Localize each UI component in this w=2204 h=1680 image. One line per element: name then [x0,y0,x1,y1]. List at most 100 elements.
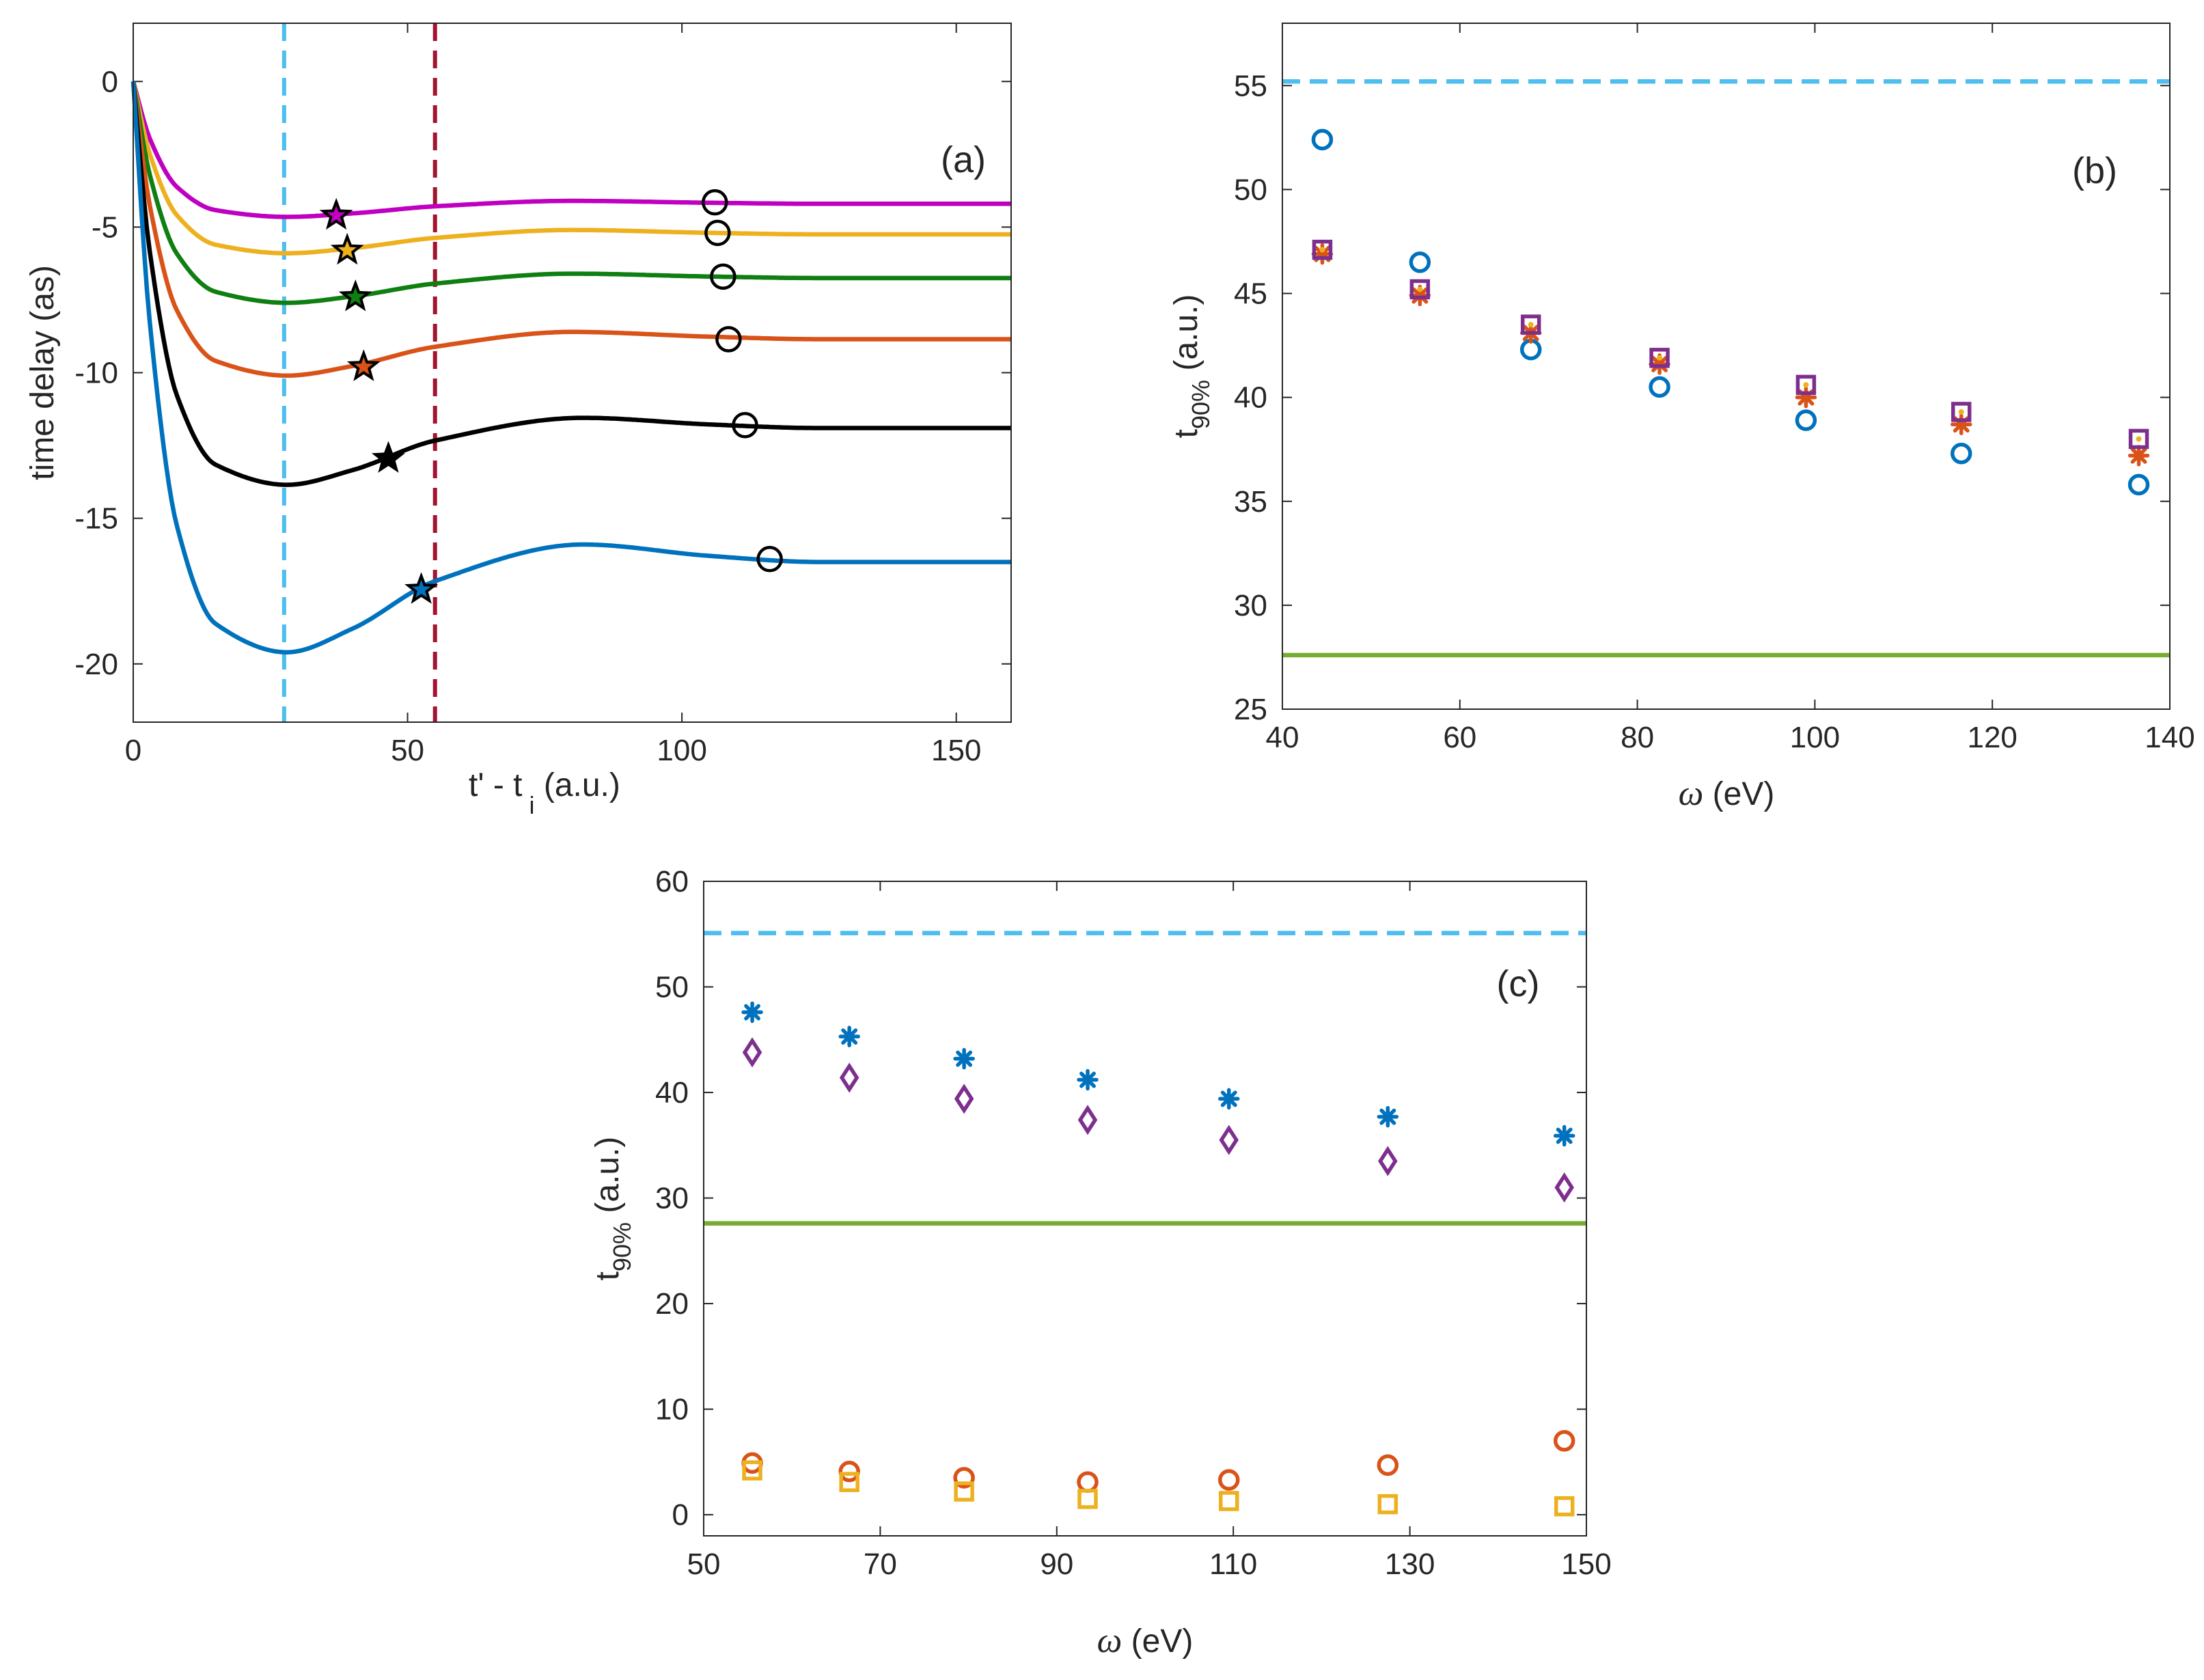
x-axis-label-unit: (eV) [1122,1623,1193,1660]
asterisk-marker [1377,1105,1399,1128]
star-marker [371,441,405,473]
x-tick-label: 60 [1443,721,1476,754]
diamond-marker [1554,1172,1574,1203]
y-axis-label-unit: (a.u.) [590,1137,626,1222]
x-tick-label: 120 [1967,721,2017,754]
circle-marker [1795,409,1817,431]
y-tick-label: 50 [1234,173,1267,206]
x-axis-label-symbol: ω [1679,774,1704,813]
y-axis-label: t90% (a.u.) [1168,294,1215,439]
square-marker [954,1481,974,1502]
panel-a: 0 50 100 150 0 -5 -10 -15 -20 (a) t' - ti (a.u.) ti… [25,23,1012,819]
dot-marker [1319,247,1325,253]
asterisk-marker [953,1047,975,1070]
delay-curve [130,81,1011,378]
asterisk-core [959,1054,969,1064]
asterisk-core [2134,450,2144,460]
diamond-marker [1219,1125,1239,1155]
circle-marker [953,1467,975,1489]
delay-curve [130,81,1011,487]
square-marker [1077,1489,1098,1509]
y-axis-label-sub: 90% [608,1222,636,1271]
circle-marker [1409,251,1431,273]
y-tick-label: 60 [655,865,689,898]
y-axis-label-main: t [590,1271,626,1280]
y-tick-label: -15 [74,502,118,536]
circle-marker [838,1460,860,1483]
x-axis-label: ω (eV) [1097,1621,1194,1660]
plot-background [1282,23,2170,709]
plot-background [704,881,1586,1536]
circle-marker [1950,443,1972,465]
diamond-marker [954,1084,974,1114]
square-marker [1520,314,1541,335]
asterisk-marker [1795,386,1817,409]
diamond-marker [742,1037,762,1068]
asterisk-marker [1217,1088,1240,1110]
diamond-marker [839,1062,859,1093]
asterisk-marker [1553,1125,1575,1147]
dot-marker [1657,355,1663,361]
dot-marker [1528,322,1534,328]
circle-marker [1377,1454,1399,1476]
y-tick-label: 45 [1234,277,1267,311]
square-marker [1218,1491,1239,1511]
y-tick-label: 0 [102,65,118,98]
x-tick-label: 100 [657,734,706,767]
panel-label-a: (a) [941,139,986,180]
x-tick-label: 90 [1040,1547,1073,1581]
dot-marker [1417,286,1423,292]
x-tick-label: 150 [931,734,981,767]
y-tick-label: 25 [1234,693,1267,726]
plot-frame [133,23,1012,723]
circle-marker [715,326,742,353]
y-tick-label: 50 [655,971,689,1004]
circle-marker [702,189,728,216]
delay-curve [130,81,1011,219]
asterisk-core [1559,1131,1569,1141]
y-tick-label: -5 [92,210,118,244]
panel-label-b: (b) [2072,150,2117,191]
plot-frame [703,881,1587,1537]
series-squares [742,1460,1575,1517]
square-marker [1409,279,1431,300]
dot-marker [2136,436,2142,442]
y-tick-label: -20 [74,648,118,681]
y-tick-label: 10 [655,1393,689,1427]
star-marker [346,349,381,381]
y-tick-label: -10 [74,357,118,390]
asterisk-core [1956,419,1966,430]
x-tick-label: 150 [1561,1547,1611,1581]
star-marker [338,279,372,312]
series-asterisks [741,1001,1575,1147]
plot-frame [1282,23,2171,710]
y-tick-label: 40 [655,1076,689,1110]
square-marker [1795,374,1817,396]
asterisk-core [1801,392,1811,402]
x-tick-label: 50 [391,734,424,767]
diamond-marker [1077,1105,1098,1135]
x-axis-label-sub: i [529,791,535,819]
asterisk-marker [1950,413,1972,435]
x-axis-label-main: t' - t [469,767,523,803]
square-marker [1649,348,1670,368]
asterisk-core [1224,1094,1234,1104]
asterisk-core [1383,1112,1393,1122]
circle-marker [732,411,758,439]
square-marker [1554,1496,1575,1517]
x-axis-label-symbol: ω [1097,1621,1122,1660]
dot-marker [1958,409,1964,415]
series-diamonds [742,1037,1574,1203]
asterisk-core [747,1007,758,1017]
x-tick-label: 140 [2145,721,2194,754]
x-tick-label: 70 [864,1547,897,1581]
square-marker [839,1472,859,1492]
asterisk-core [844,1032,855,1042]
y-axis-label: time delay (as) [25,265,61,480]
delay-curve [130,81,1011,305]
y-axis-label-main: t [1168,429,1204,438]
circle-marker [1217,1469,1240,1491]
x-tick-label: 100 [1790,721,1840,754]
x-tick-label: 80 [1621,721,1654,754]
